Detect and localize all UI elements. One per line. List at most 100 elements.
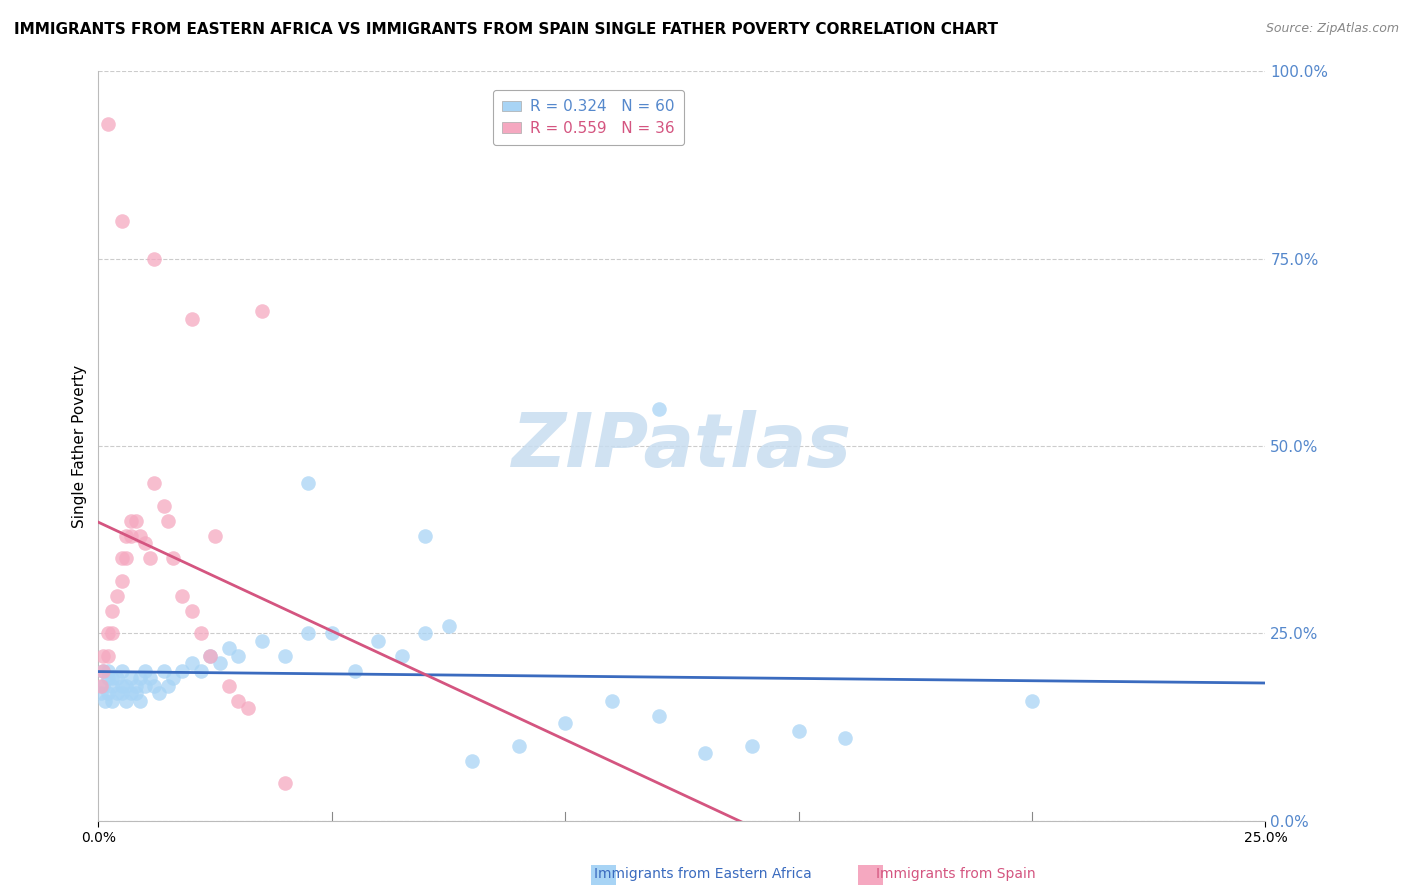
Point — [97, 686, 120, 700]
Point — [97, 648, 120, 663]
Point — [208, 657, 231, 671]
Point — [90, 686, 112, 700]
Point — [143, 679, 166, 693]
Point — [297, 476, 319, 491]
Point — [157, 679, 180, 693]
Point — [91, 664, 114, 678]
Point — [600, 694, 623, 708]
Point — [274, 648, 297, 663]
Point — [647, 401, 669, 416]
Point — [152, 499, 174, 513]
Point — [344, 664, 367, 678]
Point — [228, 648, 250, 663]
Point — [97, 117, 120, 131]
Point — [120, 529, 142, 543]
Point — [228, 694, 250, 708]
Point — [94, 694, 117, 708]
Point — [115, 679, 138, 693]
Point — [695, 746, 717, 760]
Point — [180, 604, 202, 618]
Point — [111, 574, 134, 588]
Point — [321, 626, 343, 640]
Point — [152, 664, 174, 678]
Point — [180, 311, 202, 326]
Point — [105, 589, 128, 603]
Point — [111, 214, 134, 228]
Point — [91, 679, 114, 693]
Text: IMMIGRANTS FROM EASTERN AFRICA VS IMMIGRANTS FROM SPAIN SINGLE FATHER POVERTY CO: IMMIGRANTS FROM EASTERN AFRICA VS IMMIGR… — [14, 22, 998, 37]
Point — [200, 648, 222, 663]
Point — [143, 476, 166, 491]
Point — [129, 529, 152, 543]
Point — [129, 694, 152, 708]
Point — [204, 529, 226, 543]
Point — [172, 664, 194, 678]
Point — [391, 648, 413, 663]
Point — [413, 626, 436, 640]
Point — [250, 633, 273, 648]
Point — [115, 529, 138, 543]
Point — [741, 739, 763, 753]
Point — [97, 664, 120, 678]
Point — [115, 551, 138, 566]
Point — [297, 626, 319, 640]
Text: Immigrants from Eastern Africa: Immigrants from Eastern Africa — [595, 867, 811, 881]
Point — [101, 679, 124, 693]
Point — [554, 716, 576, 731]
Text: ZIPatlas: ZIPatlas — [512, 409, 852, 483]
Point — [134, 536, 156, 550]
Y-axis label: Single Father Poverty: Single Father Poverty — [72, 365, 87, 527]
Point — [111, 679, 134, 693]
Point — [162, 551, 184, 566]
Point — [129, 671, 152, 685]
Point — [461, 754, 484, 768]
Point — [157, 514, 180, 528]
Point — [91, 664, 114, 678]
Point — [508, 739, 530, 753]
Point — [101, 694, 124, 708]
Point — [101, 604, 124, 618]
Point — [218, 641, 240, 656]
Point — [134, 664, 156, 678]
Point — [105, 671, 128, 685]
Point — [180, 657, 202, 671]
Point — [105, 686, 128, 700]
Point — [218, 679, 240, 693]
Text: Immigrants from Spain: Immigrants from Spain — [876, 867, 1036, 881]
Point — [236, 701, 259, 715]
Point — [90, 679, 112, 693]
Point — [97, 671, 120, 685]
Point — [367, 633, 389, 648]
Point — [1021, 694, 1043, 708]
Point — [120, 686, 142, 700]
Point — [125, 686, 148, 700]
Point — [162, 671, 184, 685]
Point — [101, 626, 124, 640]
Point — [120, 671, 142, 685]
Point — [413, 529, 436, 543]
Point — [125, 514, 148, 528]
Point — [139, 671, 162, 685]
Point — [111, 686, 134, 700]
Point — [787, 723, 810, 738]
Point — [647, 708, 669, 723]
Point — [134, 679, 156, 693]
Legend: R = 0.324   N = 60, R = 0.559   N = 36: R = 0.324 N = 60, R = 0.559 N = 36 — [494, 90, 683, 145]
Point — [111, 551, 134, 566]
Point — [125, 679, 148, 693]
Point — [190, 664, 212, 678]
Point — [120, 514, 142, 528]
Point — [148, 686, 170, 700]
Point — [101, 671, 124, 685]
Point — [190, 626, 212, 640]
Point — [172, 589, 194, 603]
Point — [200, 648, 222, 663]
Point — [97, 626, 120, 640]
Text: Source: ZipAtlas.com: Source: ZipAtlas.com — [1265, 22, 1399, 36]
Point — [834, 731, 856, 746]
Point — [91, 648, 114, 663]
Point — [250, 304, 273, 318]
Point — [274, 776, 297, 790]
Point — [437, 619, 460, 633]
Point — [115, 694, 138, 708]
